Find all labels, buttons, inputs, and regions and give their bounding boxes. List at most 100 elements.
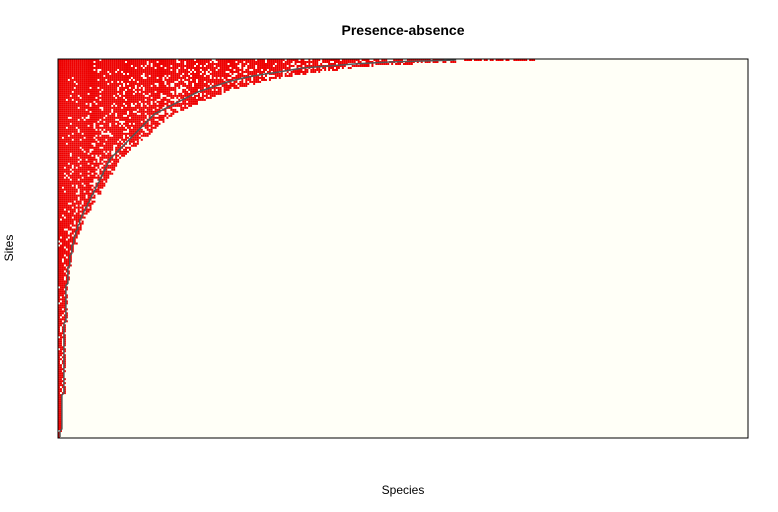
presence-cell [144, 134, 147, 137]
presence-cell [79, 90, 82, 93]
presence-cell [111, 126, 114, 129]
presence-cell [59, 298, 62, 301]
presence-cell [174, 59, 177, 61]
presence-cell [58, 120, 60, 123]
presence-cell [67, 170, 70, 173]
presence-cell [247, 60, 250, 63]
presence-cell [59, 128, 62, 131]
presence-cell [59, 412, 62, 415]
presence-cell [111, 64, 114, 67]
presence-cell [125, 120, 127, 123]
presence-cell [69, 248, 72, 251]
presence-cell [176, 72, 179, 75]
presence-cell [105, 59, 108, 61]
presence-cell [393, 59, 396, 61]
presence-cell [61, 204, 64, 207]
presence-cell [178, 62, 181, 65]
presence-cell [247, 78, 250, 81]
presence-cell [150, 130, 153, 133]
presence-cell [73, 176, 76, 179]
presence-cell [515, 59, 518, 61]
presence-cell [65, 154, 68, 157]
presence-cell [174, 72, 177, 75]
presence-cell [113, 62, 116, 65]
presence-cell [59, 152, 62, 155]
presence-cell [65, 66, 68, 69]
presence-cell [111, 66, 114, 69]
presence-cell [61, 124, 64, 127]
presence-cell [63, 386, 66, 389]
presence-cell [249, 62, 252, 65]
presence-cell [162, 102, 165, 105]
presence-cell [87, 62, 90, 65]
presence-cell [209, 64, 212, 67]
presence-cell [71, 228, 74, 231]
presence-cell [91, 126, 94, 129]
presence-cell [97, 92, 100, 95]
presence-cell [223, 59, 226, 61]
presence-cell [136, 110, 139, 113]
presence-cell [69, 216, 72, 219]
presence-cell [77, 214, 80, 217]
presence-cell [59, 422, 62, 425]
presence-cell [109, 66, 112, 69]
presence-cell [186, 59, 189, 61]
presence-cell [328, 62, 331, 65]
presence-cell [75, 180, 78, 183]
presence-cell [89, 142, 92, 145]
presence-cell [128, 94, 131, 97]
presence-cell [67, 138, 70, 141]
presence-cell [152, 100, 155, 103]
presence-cell [61, 180, 64, 183]
presence-cell [95, 68, 98, 71]
presence-cell [59, 334, 62, 337]
presence-cell [59, 68, 62, 71]
presence-cell [79, 68, 82, 71]
presence-cell [140, 116, 143, 119]
presence-cell [406, 59, 409, 61]
presence-cell [150, 120, 153, 123]
presence-cell [205, 68, 208, 71]
presence-cell [65, 140, 68, 143]
presence-cell [272, 68, 275, 71]
presence-cell [156, 96, 159, 99]
presence-cell [65, 76, 68, 79]
presence-cell [71, 64, 74, 67]
presence-cell [194, 84, 196, 87]
presence-cell [103, 154, 106, 157]
presence-cell [365, 64, 368, 67]
presence-cell [63, 170, 66, 173]
presence-cell [233, 82, 236, 85]
presence-cell [95, 90, 98, 93]
presence-cell [58, 238, 60, 241]
presence-cell [247, 82, 250, 85]
presence-cell [58, 310, 60, 313]
presence-cell [251, 70, 254, 73]
presence-cell [107, 104, 110, 107]
presence-cell [73, 72, 76, 75]
presence-cell [91, 78, 94, 81]
presence-cell [75, 64, 78, 67]
presence-cell [58, 298, 60, 301]
presence-cell [65, 162, 68, 165]
presence-cell [231, 84, 234, 87]
presence-cell [219, 78, 222, 81]
presence-cell [203, 66, 206, 69]
presence-cell [109, 126, 112, 129]
presence-cell [61, 118, 64, 121]
presence-cell [81, 96, 84, 99]
presence-cell [58, 156, 60, 159]
presence-cell [61, 356, 64, 359]
presence-cell [85, 168, 88, 171]
presence-cell [300, 64, 303, 67]
presence-cell [75, 106, 78, 109]
presence-cell [81, 172, 84, 175]
presence-cell [61, 216, 64, 219]
presence-cell [111, 70, 114, 73]
presence-cell [113, 76, 116, 79]
presence-cell [61, 322, 64, 325]
presence-cell [127, 92, 129, 95]
presence-cell [65, 118, 68, 121]
presence-cell [77, 142, 80, 145]
presence-cell [75, 168, 78, 171]
